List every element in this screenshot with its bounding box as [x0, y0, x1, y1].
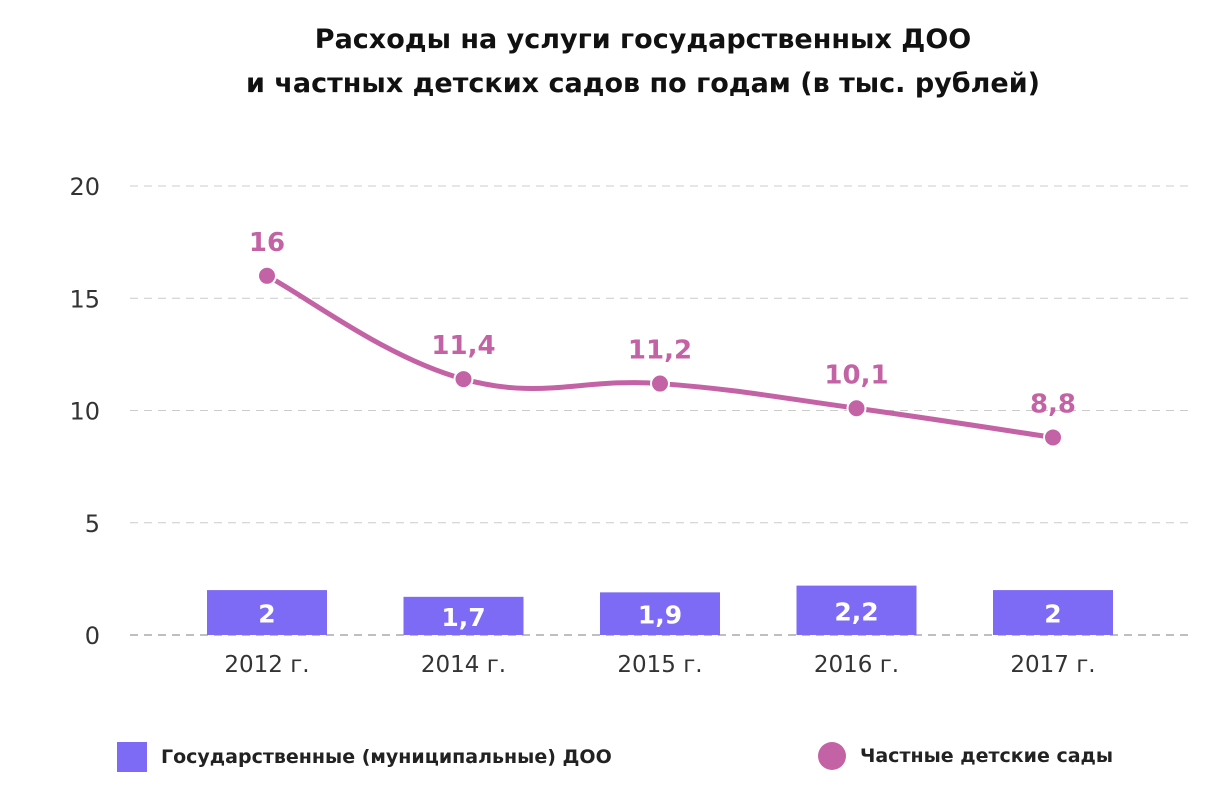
- title-line-2: и частных детских садов по годам (в тыс.…: [246, 68, 1040, 99]
- line-point: [1043, 427, 1063, 448]
- bar: [796, 585, 917, 635]
- title-line-1: Расходы на услуги государственных ДОО: [314, 24, 972, 55]
- bar-data-label: 2: [1044, 600, 1061, 629]
- line-point: [453, 369, 474, 390]
- bar-data-label: 1,9: [638, 601, 682, 630]
- y-tick-label: 20: [69, 173, 100, 201]
- line-data-label: 16: [249, 228, 285, 258]
- bar: [207, 590, 327, 635]
- legend-item-line: Частные детские сады: [818, 742, 1113, 770]
- x-tick-label: 2015 г.: [617, 652, 702, 678]
- line-data-label: 10,1: [824, 360, 888, 390]
- x-tick-label: 2014 г.: [421, 652, 506, 678]
- line-point: [257, 265, 277, 286]
- legend-line-swatch: [818, 742, 846, 770]
- y-tick-label: 15: [69, 285, 100, 313]
- legend-label-line: Частные детские сады: [860, 745, 1114, 767]
- bar-data-label: 2,2: [834, 597, 878, 626]
- chart-title: Расходы на услуги государственных ДОО и …: [0, 18, 1216, 106]
- y-tick-label: 5: [85, 510, 100, 538]
- line-data-label: 11,4: [431, 331, 495, 361]
- line-data-label: 8,8: [1030, 389, 1076, 419]
- bar-data-label: 2: [258, 600, 275, 629]
- legend-label-bar: Государственные (муниципальные) ДОО: [161, 746, 612, 768]
- line-data-label: 11,2: [628, 336, 692, 366]
- bar-data-label: 1,7: [441, 603, 485, 632]
- line-point: [650, 373, 670, 394]
- line-point: [846, 398, 867, 419]
- bar: [403, 596, 524, 635]
- y-tick-label: 10: [69, 398, 100, 426]
- bar: [993, 590, 1113, 635]
- y-tick-label: 0: [85, 622, 100, 650]
- bar: [600, 592, 720, 635]
- x-tick-label: 2016 г.: [814, 652, 899, 678]
- x-tick-label: 2017 г.: [1010, 652, 1095, 678]
- legend-bar-swatch: [117, 742, 147, 772]
- x-tick-label: 2012 г.: [224, 652, 309, 678]
- legend-item-bar: Государственные (муниципальные) ДОО: [117, 742, 612, 772]
